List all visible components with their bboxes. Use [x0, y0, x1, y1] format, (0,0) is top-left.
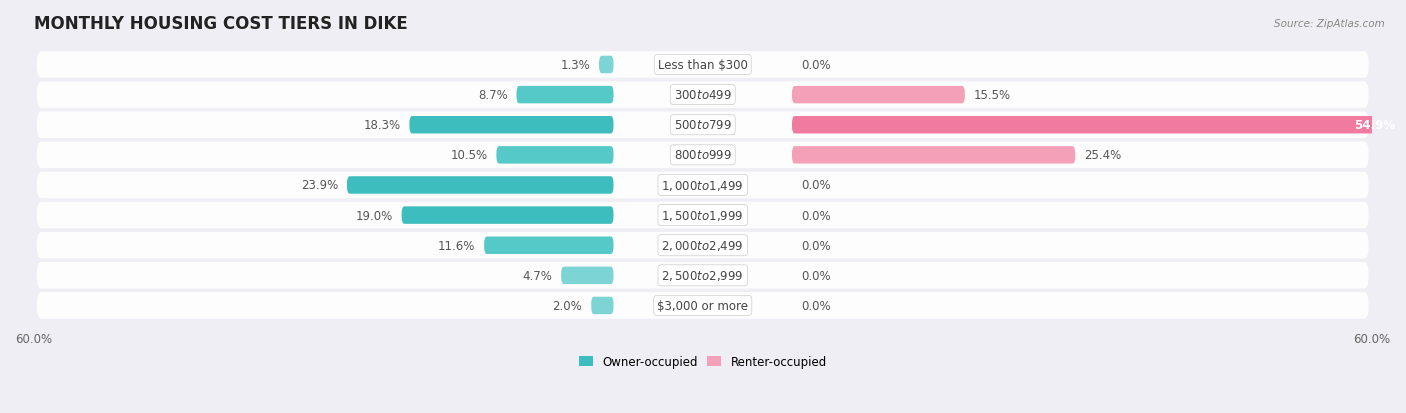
FancyBboxPatch shape — [37, 82, 1368, 109]
Text: 11.6%: 11.6% — [437, 239, 475, 252]
Text: 0.0%: 0.0% — [801, 239, 831, 252]
FancyBboxPatch shape — [792, 117, 1405, 134]
Text: 4.7%: 4.7% — [522, 269, 553, 282]
FancyBboxPatch shape — [561, 267, 613, 285]
Text: 0.0%: 0.0% — [801, 269, 831, 282]
Text: Less than $300: Less than $300 — [658, 59, 748, 72]
FancyBboxPatch shape — [591, 297, 613, 314]
FancyBboxPatch shape — [516, 87, 613, 104]
FancyBboxPatch shape — [37, 233, 1368, 259]
FancyBboxPatch shape — [792, 147, 1076, 164]
FancyBboxPatch shape — [496, 147, 613, 164]
Text: 1.3%: 1.3% — [561, 59, 591, 72]
Legend: Owner-occupied, Renter-occupied: Owner-occupied, Renter-occupied — [578, 355, 827, 368]
FancyBboxPatch shape — [37, 292, 1368, 319]
Text: 0.0%: 0.0% — [801, 179, 831, 192]
Text: 0.0%: 0.0% — [801, 299, 831, 312]
FancyBboxPatch shape — [37, 202, 1368, 229]
Text: $500 to $799: $500 to $799 — [673, 119, 731, 132]
Text: Source: ZipAtlas.com: Source: ZipAtlas.com — [1274, 19, 1385, 28]
FancyBboxPatch shape — [37, 142, 1368, 169]
FancyBboxPatch shape — [347, 177, 613, 194]
FancyBboxPatch shape — [37, 172, 1368, 199]
Text: 0.0%: 0.0% — [801, 209, 831, 222]
Text: 10.5%: 10.5% — [450, 149, 488, 162]
Text: $300 to $499: $300 to $499 — [673, 89, 731, 102]
Text: 0.0%: 0.0% — [801, 59, 831, 72]
Text: 54.9%: 54.9% — [1354, 119, 1395, 132]
Text: $2,500 to $2,999: $2,500 to $2,999 — [661, 269, 744, 282]
FancyBboxPatch shape — [37, 52, 1368, 78]
FancyBboxPatch shape — [37, 112, 1368, 139]
Text: 25.4%: 25.4% — [1084, 149, 1122, 162]
Text: $3,000 or more: $3,000 or more — [657, 299, 748, 312]
FancyBboxPatch shape — [409, 117, 613, 134]
FancyBboxPatch shape — [599, 57, 613, 74]
FancyBboxPatch shape — [37, 262, 1368, 289]
Text: 15.5%: 15.5% — [974, 89, 1011, 102]
FancyBboxPatch shape — [484, 237, 613, 254]
Text: 2.0%: 2.0% — [553, 299, 582, 312]
FancyBboxPatch shape — [402, 207, 613, 224]
Text: $1,500 to $1,999: $1,500 to $1,999 — [661, 209, 744, 223]
Text: 19.0%: 19.0% — [356, 209, 392, 222]
Text: $2,000 to $2,499: $2,000 to $2,499 — [661, 239, 744, 253]
Text: 23.9%: 23.9% — [301, 179, 337, 192]
Text: 8.7%: 8.7% — [478, 89, 508, 102]
Text: $800 to $999: $800 to $999 — [673, 149, 731, 162]
FancyBboxPatch shape — [792, 87, 965, 104]
Text: MONTHLY HOUSING COST TIERS IN DIKE: MONTHLY HOUSING COST TIERS IN DIKE — [34, 15, 408, 33]
Text: 18.3%: 18.3% — [363, 119, 401, 132]
Text: $1,000 to $1,499: $1,000 to $1,499 — [661, 178, 744, 192]
